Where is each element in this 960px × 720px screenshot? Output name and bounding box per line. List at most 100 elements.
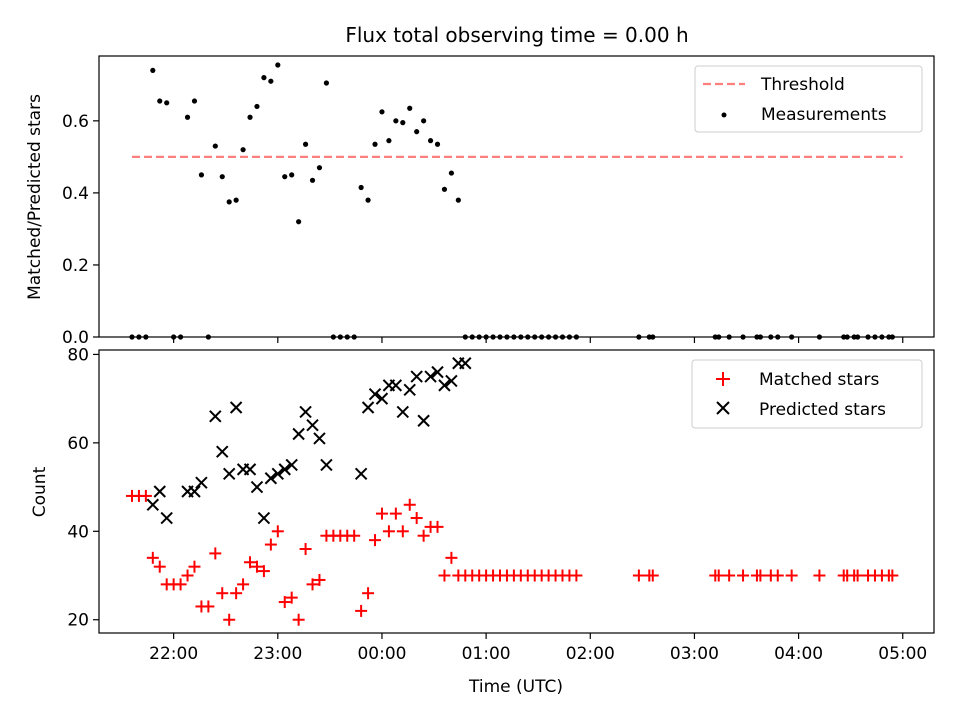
predicted-star-point: [216, 445, 229, 458]
matched-star-point: [292, 613, 305, 626]
bottom-x-tick-label: 02:00: [566, 644, 615, 664]
measurement-point: [469, 334, 475, 340]
predicted-star-point: [229, 401, 243, 414]
measurement-point: [504, 334, 510, 340]
top-x-axis: [173, 337, 904, 343]
measurement-point: [448, 170, 455, 176]
matched-star-point: [278, 596, 291, 609]
top-y-tick-label: 0.0: [62, 328, 89, 348]
matched-star-point: [431, 520, 444, 533]
predicted-star-point: [368, 388, 382, 401]
measurement-point: [316, 165, 323, 171]
predicted-star-point: [271, 467, 285, 481]
legend-matched-label: Matched stars: [759, 370, 879, 390]
measurement-point: [268, 78, 274, 84]
legend-predicted-label: Predicted stars: [759, 400, 886, 420]
legend-matched-swatch: [716, 372, 730, 386]
predicted-star-point: [438, 379, 451, 392]
bottom-x-tick-label: 00:00: [357, 644, 406, 664]
predicted-star-point: [320, 458, 333, 472]
measurement-point: [344, 334, 350, 340]
measurement-point: [379, 109, 385, 115]
measurement-point: [136, 334, 142, 340]
predicted-star-point: [396, 405, 410, 419]
bottom-x-tick-label: 01:00: [462, 644, 511, 664]
measurement-point: [844, 334, 850, 340]
predicted-star-point: [209, 410, 222, 423]
predicted-star-point: [222, 467, 236, 481]
predicted-star-point: [389, 379, 403, 392]
measurement-point: [716, 334, 722, 340]
measurement-point: [414, 129, 420, 135]
predicted-star-point: [410, 370, 423, 383]
bottom-x-tick-label: 04:00: [774, 644, 823, 664]
top-y-tick-label: 0.2: [62, 256, 89, 276]
measurement-point: [546, 334, 552, 340]
bottom-y-tick-label: 80: [67, 345, 89, 365]
predicted-star-point: [243, 463, 257, 476]
top-y-axis-label: Matched/Predicted stars: [25, 94, 45, 300]
bottom-plot-frame: [98, 349, 935, 634]
predicted-star-point: [431, 365, 444, 379]
measurement-point: [337, 334, 343, 340]
measurement-point: [302, 141, 309, 147]
measurement-point: [177, 334, 184, 340]
measurement-point: [205, 334, 211, 340]
legend-measurements-swatch: [721, 112, 727, 118]
predicted-star-point: [146, 498, 160, 511]
matched-star-point: [396, 525, 409, 538]
measurement-point: [275, 62, 281, 68]
matched-star-point: [313, 573, 326, 586]
measurement-point: [157, 98, 163, 104]
bottom-y-tick-label: 60: [67, 434, 89, 454]
bottom-x-axis: 22:00 23:00 00:00 01:00 02:00 03:00 04:00 05:00: [149, 633, 927, 664]
predicted-star-point: [361, 401, 375, 414]
bottom-legend-box: [691, 359, 923, 429]
matched-star-point: [139, 489, 152, 502]
matched-star-point: [306, 578, 319, 591]
predicted-star-point: [285, 458, 298, 472]
matched-star-point: [223, 613, 236, 626]
measurement-point: [386, 138, 392, 144]
measurement-point: [525, 334, 531, 340]
measurement-point: [323, 80, 330, 86]
matched-star-point: [209, 547, 222, 560]
matched-star-point: [237, 578, 250, 591]
measurement-point: [476, 334, 482, 340]
measurement-point: [330, 334, 336, 340]
matched-star-point: [369, 534, 382, 547]
matched-star-point: [153, 560, 166, 573]
measurement-point: [726, 334, 732, 340]
measurement-point: [879, 334, 885, 340]
measurement-point: [552, 334, 559, 340]
measurement-point: [855, 334, 861, 340]
matched-star-point: [737, 569, 750, 582]
predicted-star-point: [264, 472, 278, 485]
measurement-point: [775, 334, 781, 340]
legend-threshold-label: Threshold: [760, 75, 845, 95]
top-legend-box: [694, 65, 923, 133]
measurement-point: [351, 334, 357, 340]
predicted-star-point: [313, 432, 326, 445]
measurement-point: [372, 141, 378, 147]
measurement-point: [365, 197, 371, 203]
top-y-tick-label: 0.4: [62, 184, 89, 204]
measurement-point: [490, 334, 496, 340]
measurement-point: [757, 334, 764, 340]
top-y-axis: 0.0 0.2 0.4 0.6: [62, 112, 99, 348]
measurement-point: [233, 197, 239, 203]
measurement-point: [198, 172, 205, 178]
matched-star-point: [646, 569, 659, 582]
predicted-star-point: [354, 467, 368, 481]
top-panel: 0.0 0.2 0.4 0.6 Matched/Predicted stars Thr…: [25, 55, 935, 348]
top-plot-frame: [98, 55, 935, 338]
matched-star-point: [146, 551, 159, 564]
matched-star-point: [632, 569, 645, 582]
measurement-point: [650, 334, 656, 340]
matched-star-point: [445, 551, 458, 564]
bottom-y-tick-label: 40: [67, 522, 89, 542]
matched-star-point: [174, 578, 187, 591]
measurement-point: [184, 114, 191, 120]
measurement-point: [247, 114, 253, 120]
